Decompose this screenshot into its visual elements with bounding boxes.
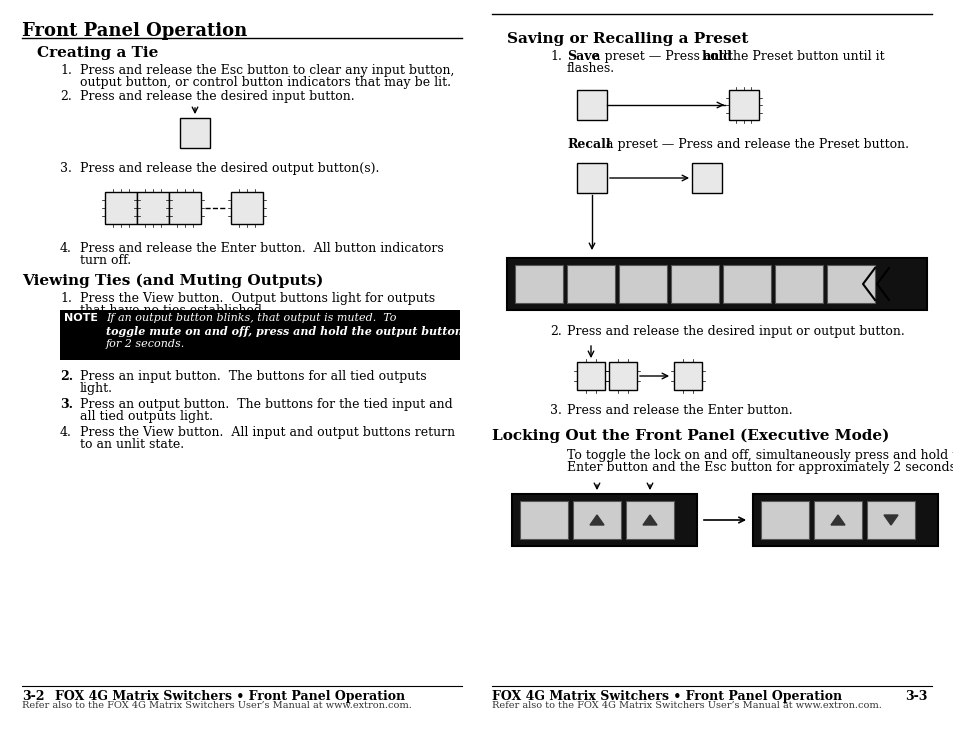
Bar [566, 265, 615, 303]
Text: Press the View button.  All input and output buttons return: Press the View button. All input and out… [80, 426, 455, 439]
Polygon shape [883, 515, 897, 525]
Bar [515, 265, 562, 303]
Text: To toggle the lock on and off, simultaneously press and hold the: To toggle the lock on and off, simultane… [566, 449, 953, 462]
Text: Press the View button.  Output buttons light for outputs: Press the View button. Output buttons li… [80, 292, 435, 305]
Bar [231, 192, 263, 224]
Bar [105, 192, 137, 224]
Text: FOX 4G Matrix Switchers • Front Panel Operation: FOX 4G Matrix Switchers • Front Panel Op… [492, 690, 841, 703]
Bar [618, 265, 666, 303]
Bar [180, 118, 210, 148]
Text: flashes.: flashes. [566, 62, 615, 75]
Bar [722, 265, 770, 303]
Text: Creating a Tie: Creating a Tie [37, 46, 158, 60]
Text: turn off.: turn off. [80, 254, 131, 267]
Text: Saving or Recalling a Preset: Saving or Recalling a Preset [506, 32, 747, 46]
Bar [625, 501, 673, 539]
Text: hold: hold [701, 50, 732, 63]
Bar [673, 362, 701, 390]
Text: Press an output button.  The buttons for the tied input and: Press an output button. The buttons for … [80, 398, 453, 411]
Text: 1.: 1. [60, 292, 71, 305]
Text: Refer also to the FOX 4G Matrix Switchers User’s Manual at www.extron.com.: Refer also to the FOX 4G Matrix Switcher… [22, 701, 412, 710]
Bar [760, 501, 808, 539]
Text: Viewing Ties (and Muting Outputs): Viewing Ties (and Muting Outputs) [22, 274, 323, 289]
Text: Press and release the desired input button.: Press and release the desired input butt… [80, 90, 355, 103]
Text: If an output button blinks, that output is muted.  To: If an output button blinks, that output … [106, 313, 396, 323]
Text: Press and release the Enter button.: Press and release the Enter button. [566, 404, 792, 417]
Text: light.: light. [80, 382, 112, 395]
Bar [169, 192, 201, 224]
Bar [670, 265, 719, 303]
Bar [512, 494, 697, 546]
Bar [577, 163, 606, 193]
Polygon shape [589, 515, 603, 525]
Text: Press and release the desired output button(s).: Press and release the desired output but… [80, 162, 379, 175]
Text: 4.: 4. [60, 426, 71, 439]
Bar [691, 163, 721, 193]
Text: FOX 4G Matrix Switchers • Front Panel Operation: FOX 4G Matrix Switchers • Front Panel Op… [55, 690, 405, 703]
Text: Refer also to the FOX 4G Matrix Switchers User’s Manual at www.extron.com.: Refer also to the FOX 4G Matrix Switcher… [492, 701, 881, 710]
Text: NOTE: NOTE [64, 313, 98, 323]
Text: 3.: 3. [60, 398, 73, 411]
Text: 4.: 4. [60, 242, 71, 255]
Text: 3-3: 3-3 [904, 690, 927, 703]
Text: Recall: Recall [566, 138, 610, 151]
Bar [137, 192, 169, 224]
Bar [573, 501, 620, 539]
Text: for 2 seconds.: for 2 seconds. [106, 339, 185, 349]
Text: the Preset button until it: the Preset button until it [723, 50, 883, 63]
Bar [577, 362, 604, 390]
Bar [752, 494, 937, 546]
Text: 2.: 2. [550, 325, 561, 338]
Text: that have no ties established.: that have no ties established. [80, 304, 266, 317]
Text: toggle mute on and off, press and hold the output button: toggle mute on and off, press and hold t… [106, 326, 462, 337]
Text: a preset — Press and: a preset — Press and [588, 50, 731, 63]
Bar [577, 90, 606, 120]
Bar [866, 501, 914, 539]
Text: Enter button and the Esc button for approximately 2 seconds.: Enter button and the Esc button for appr… [566, 461, 953, 474]
Text: 1.: 1. [60, 64, 71, 77]
Text: a preset — Press and release the Preset button.: a preset — Press and release the Preset … [601, 138, 908, 151]
Polygon shape [830, 515, 844, 525]
Text: 3.: 3. [60, 162, 71, 175]
Bar [608, 362, 637, 390]
Text: all tied outputs light.: all tied outputs light. [80, 410, 213, 423]
Text: 3.: 3. [550, 404, 561, 417]
Bar [60, 310, 459, 360]
Text: Save: Save [566, 50, 598, 63]
Text: Front Panel Operation: Front Panel Operation [22, 22, 247, 40]
Text: 3-2: 3-2 [22, 690, 45, 703]
Text: Press and release the Enter button.  All button indicators: Press and release the Enter button. All … [80, 242, 443, 255]
Bar [519, 501, 567, 539]
Text: Locking Out the Front Panel (Executive Mode): Locking Out the Front Panel (Executive M… [492, 429, 888, 444]
Text: 1.: 1. [550, 50, 561, 63]
Text: to an unlit state.: to an unlit state. [80, 438, 184, 451]
Bar [774, 265, 822, 303]
Bar [506, 258, 926, 310]
Text: Press and release the Esc button to clear any input button,: Press and release the Esc button to clea… [80, 64, 454, 77]
Text: 2.: 2. [60, 90, 71, 103]
Bar [813, 501, 862, 539]
Text: 2.: 2. [60, 370, 73, 383]
Polygon shape [642, 515, 657, 525]
Text: Press an input button.  The buttons for all tied outputs: Press an input button. The buttons for a… [80, 370, 426, 383]
Bar [728, 90, 759, 120]
Text: Press and release the desired input or output button.: Press and release the desired input or o… [566, 325, 903, 338]
Bar [826, 265, 874, 303]
Text: output button, or control button indicators that may be lit.: output button, or control button indicat… [80, 76, 451, 89]
